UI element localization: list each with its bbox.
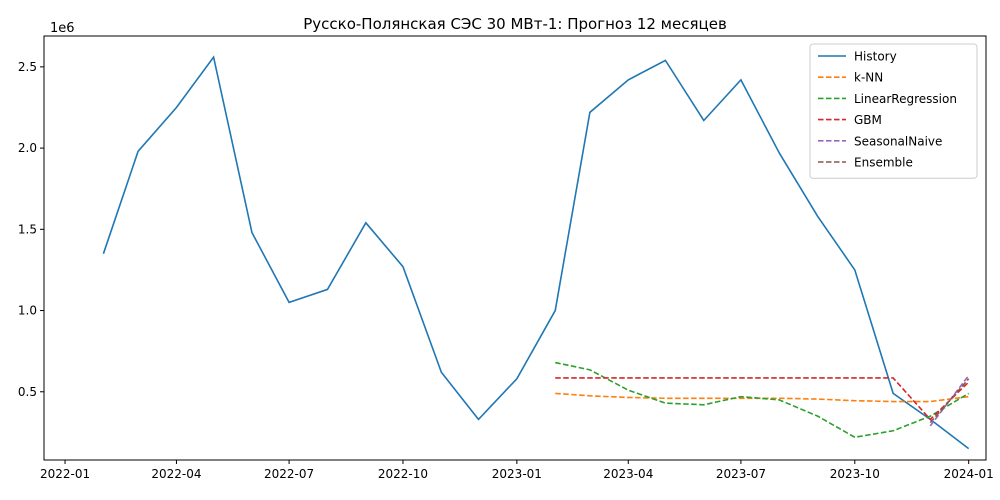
- series-line-linearregression: [555, 361, 970, 439]
- legend-label-ensemble: Ensemble: [854, 156, 913, 170]
- series-line-seasonalnaive: [929, 375, 970, 427]
- x-axis: 2022-01 2022-04 2022-07 2022-10 2023-01 2023-…: [40, 460, 994, 481]
- series-line-history: [102, 55, 970, 450]
- y-tick-label: 2.5: [18, 60, 37, 74]
- y-axis-multiplier-label: 1e6: [50, 21, 75, 36]
- series-line-gbm: [555, 377, 970, 421]
- x-tick-label: 2022-10: [378, 467, 428, 481]
- x-tick-label: 2022-01: [40, 467, 90, 481]
- series-line-k-nn: [555, 392, 969, 403]
- y-tick-label: 1.5: [18, 222, 37, 236]
- series-layer: [102, 55, 970, 450]
- x-tick-label: 2022-04: [151, 467, 201, 481]
- y-tick-label: 0.5: [18, 385, 37, 399]
- legend-label-linearregression: LinearRegression: [854, 92, 957, 106]
- y-tick-label: 1.0: [18, 304, 37, 318]
- x-tick-label: 2023-01: [492, 467, 542, 481]
- x-tick-label: 2022-07: [264, 467, 314, 481]
- legend: History k-NN LinearRegression GBM SeasonalNa…: [809, 43, 978, 179]
- legend-box: [809, 43, 978, 179]
- legend-label-k-nn: k-NN: [854, 71, 883, 85]
- x-tick-label: 2023-10: [830, 467, 880, 481]
- y-tick-label: 2.0: [18, 141, 37, 155]
- chart-title: Русско-Полянская СЭС 30 МВт-1: Прогноз 1…: [303, 15, 727, 33]
- plot-frame: [43, 35, 987, 461]
- legend-label-gbm: GBM: [854, 113, 882, 127]
- y-axis: 0.5 1.0 1.5 2.0 2.5: [18, 60, 44, 399]
- series-line-ensemble: [929, 378, 970, 424]
- legend-label-seasonalnaive: SeasonalNaive: [854, 134, 942, 148]
- x-tick-label: 2023-04: [603, 467, 653, 481]
- x-tick-label: 2024-01: [944, 467, 994, 481]
- x-tick-label: 2023-07: [716, 467, 766, 481]
- legend-label-history: History: [854, 50, 897, 64]
